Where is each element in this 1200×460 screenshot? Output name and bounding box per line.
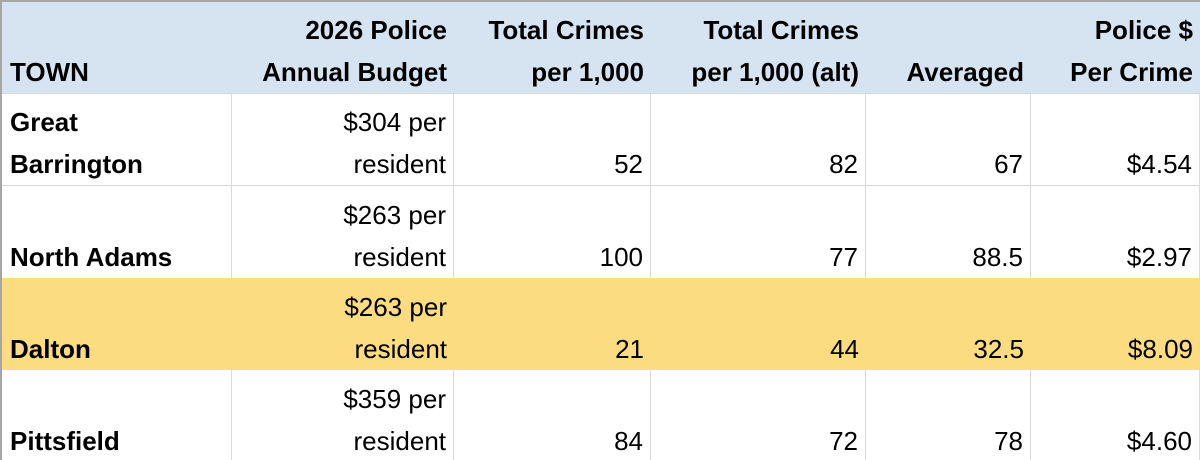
row-1-averaged-cell[interactable]: 88.5 xyxy=(866,186,1031,278)
column-header-annual-budget[interactable]: 2026 Police Annual Budget xyxy=(262,15,447,87)
row-0-crimes-alt-cell[interactable]: 82 xyxy=(651,94,866,185)
column-header-town[interactable]: TOWN xyxy=(10,57,89,87)
row-1-town-cell[interactable]: North Adams xyxy=(2,186,232,278)
row-1-budget-cell[interactable]: $263 per resident xyxy=(232,186,454,278)
column-header-averaged[interactable]: Averaged xyxy=(906,57,1024,87)
table-header-row: TOWN 2026 Police Annual Budget Total Cri… xyxy=(2,2,1200,94)
row-2-town-cell[interactable]: Dalton xyxy=(10,334,91,364)
column-header-crimes-per-1000-alt[interactable]: Total Crimes per 1,000 (alt) xyxy=(691,15,859,87)
table-row-great-barrington: Great Barrington $304 per resident 52 82… xyxy=(2,94,1200,186)
row-2-crimes-cell[interactable]: 21 xyxy=(615,334,644,364)
row-3-budget-cell[interactable]: $359 per resident xyxy=(232,370,454,460)
table-row-north-adams: North Adams $263 per resident 100 77 88.… xyxy=(2,186,1200,278)
row-2-budget-cell[interactable]: $263 per resident xyxy=(344,292,447,364)
row-0-averaged-cell[interactable]: 67 xyxy=(866,94,1031,185)
column-header-crimes-per-1000[interactable]: Total Crimes per 1,000 xyxy=(488,15,644,87)
row-1-crimes-cell[interactable]: 100 xyxy=(454,186,651,278)
row-2-crimes-alt-cell[interactable]: 44 xyxy=(830,334,859,364)
row-3-averaged-cell[interactable]: 78 xyxy=(866,370,1031,460)
row-2-dollars-per-crime-cell[interactable]: $8.09 xyxy=(1127,334,1193,364)
row-0-budget-cell[interactable]: $304 per resident xyxy=(232,94,454,185)
table-row-pittsfield: Pittsfield $359 per resident 84 72 78 $4… xyxy=(2,370,1200,460)
table-row-dalton-highlighted: Dalton $263 per resident 21 44 32.5 $8.0… xyxy=(2,278,1200,370)
row-0-crimes-cell[interactable]: 52 xyxy=(454,94,651,185)
row-0-dollars-per-crime-cell[interactable]: $4.54 xyxy=(1031,94,1200,185)
row-3-town-cell[interactable]: Pittsfield xyxy=(2,370,232,460)
row-2-averaged-cell[interactable]: 32.5 xyxy=(973,334,1024,364)
row-3-crimes-cell[interactable]: 84 xyxy=(454,370,651,460)
row-0-town-cell[interactable]: Great Barrington xyxy=(2,94,232,185)
row-3-crimes-alt-cell[interactable]: 72 xyxy=(651,370,866,460)
row-1-dollars-per-crime-cell[interactable]: $2.97 xyxy=(1031,186,1200,278)
row-3-dollars-per-crime-cell[interactable]: $4.60 xyxy=(1031,370,1200,460)
row-1-crimes-alt-cell[interactable]: 77 xyxy=(651,186,866,278)
column-header-police-per-crime[interactable]: Police $ Per Crime xyxy=(1070,15,1193,87)
